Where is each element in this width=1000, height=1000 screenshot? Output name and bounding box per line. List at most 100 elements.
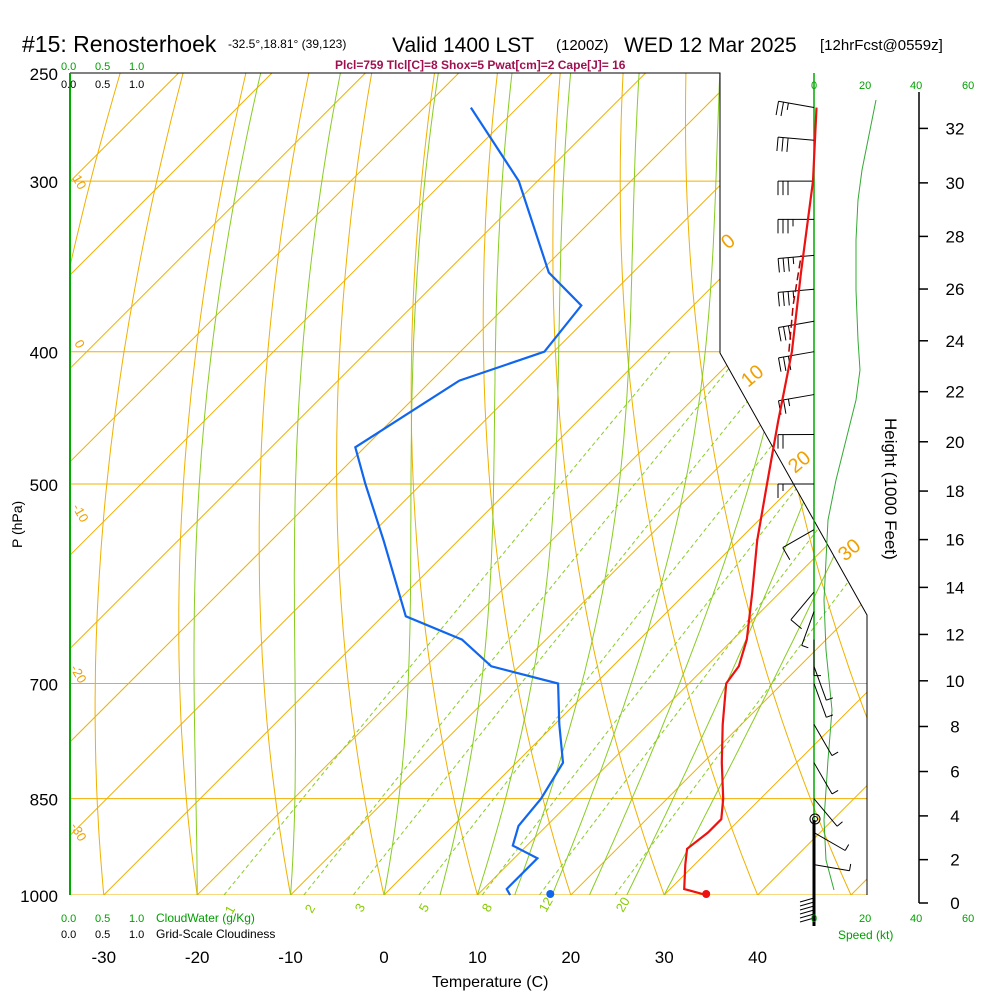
dewpoint-trace [354, 106, 583, 896]
speed-scale-bottom-2: 40 [910, 913, 922, 925]
wind-barb-flag [783, 399, 787, 414]
wind-barb-flag [781, 137, 784, 152]
height-tick-label: 24 [946, 332, 965, 351]
height-tick-label: 20 [946, 433, 965, 452]
moist-adiabat-label: 10 [737, 361, 768, 392]
background-lines [70, 73, 867, 895]
wind-barb-half-flag [831, 751, 839, 757]
wind-barb-flag [783, 326, 787, 341]
speed-scale-top-1: 20 [859, 80, 871, 92]
cloudwater-label: CloudWater (g/Kg) [156, 911, 255, 925]
wind-barb-flag [782, 257, 785, 273]
wind-barb-half-flag [792, 257, 795, 265]
dry-adiabat-label: -10 [69, 501, 91, 525]
wind-barb-half-flag [787, 399, 791, 407]
isotherm-line [477, 73, 867, 895]
dry-adiabat-line [552, 73, 665, 895]
wind-barb-half-flag [849, 863, 852, 871]
speed-scale-top-0: 0 [811, 80, 817, 92]
forecast-info: [12hrFcst@0559z] [820, 37, 943, 54]
moist-adiabat-label: 20 [784, 447, 815, 478]
wind-barb-staff [813, 798, 838, 827]
cloud-scale-bottom-2: 1.0 [129, 913, 144, 925]
temperature-tick-label: -30 [92, 948, 117, 967]
wind-barb-surface [799, 905, 815, 911]
temperature-tick-label: 40 [748, 948, 767, 967]
speed-scale-bottom-1: 20 [859, 913, 871, 925]
moist-adiabat-line [439, 73, 513, 895]
wind-barb-surface [799, 901, 815, 907]
wind-barb-flag [776, 137, 779, 152]
valid-date: WED 12 Mar 2025 [624, 34, 797, 57]
dry-adiabat-line [258, 73, 310, 895]
cloudiness-scale-bottom-0: 0.0 [61, 929, 76, 941]
plot-border [70, 72, 868, 895]
cloud-scale-top-1: 0.5 [95, 61, 110, 73]
temperature-tick-label: -20 [185, 948, 210, 967]
temperature-axis-label: Temperature (C) [432, 974, 548, 991]
moist-adiabat-line [290, 73, 341, 895]
temperature-tick-label: 0 [379, 948, 388, 967]
mixing-ratio-label: 2 [302, 902, 319, 916]
valid-time: Valid 1400 LST [392, 34, 534, 57]
wind-barb-half-flag [792, 290, 795, 299]
mixing-ratio-line [223, 351, 671, 895]
isotherm-line [70, 73, 273, 895]
wind-barb-flag [786, 137, 789, 152]
speed-scale-bottom-0: 0 [811, 913, 817, 925]
wind-barb-flag [778, 357, 782, 372]
mixing-ratio-line [481, 351, 867, 895]
cloudiness-scale-top-0: 0.0 [61, 79, 76, 91]
wind-barb-flag [777, 292, 780, 307]
pressure-tick-label: 300 [30, 173, 58, 192]
wind-barb-staff [778, 320, 815, 328]
surface-temperature-dot [702, 890, 711, 898]
calm-wind-marker-inner [812, 816, 818, 822]
wind-barb-flag [775, 101, 779, 116]
dry-adiabat-line [410, 73, 478, 895]
wind-barb-flag [787, 257, 790, 272]
height-tick-label: 32 [946, 119, 965, 138]
parcel-trace [788, 255, 802, 352]
wind-barb-staff [778, 136, 815, 141]
zulu-time: (1200Z) [556, 37, 609, 54]
mixing-ratio-line [352, 351, 788, 895]
wind-barb-staff [813, 832, 846, 851]
wind-barb-staff [801, 611, 815, 646]
height-tick-label: 4 [950, 807, 959, 826]
isotherm-line [70, 73, 366, 895]
wind-barb-surface [799, 913, 815, 919]
moist-adiabat-line [551, 73, 721, 895]
surface-dewpoint-dot [546, 890, 555, 898]
cloudiness-label: Grid-Scale Cloudiness [156, 927, 275, 941]
cloudiness-scale-bottom-1: 0.5 [95, 929, 110, 941]
isotherm-line [663, 73, 867, 895]
calm-wind-marker [809, 813, 821, 825]
cloud-scale-bottom-0: 0.0 [61, 913, 76, 925]
wind-barb-staff [813, 724, 833, 756]
wind-barb-flag [780, 102, 784, 117]
moist-adiabat-line [663, 73, 867, 895]
wind-barb-flag [787, 291, 790, 306]
wind-barb-staff [813, 864, 850, 872]
pressure-tick-label: 500 [30, 476, 58, 495]
cloud-scale-top-2: 1.0 [129, 61, 144, 73]
height-tick-label: 8 [950, 717, 959, 736]
cloud-speed-profile [823, 99, 877, 891]
moist-adiabat-line [383, 73, 439, 895]
wind-barb-flag [777, 258, 780, 273]
height-tick-label: 0 [950, 894, 959, 913]
sounding-traces [354, 106, 818, 898]
wind-barb-flag [782, 547, 791, 561]
speed-scale-bottom-3: 60 [962, 913, 974, 925]
dry-adiabat-line [178, 73, 247, 895]
moist-adiabat-line [476, 73, 572, 895]
speed-label: Speed (kt) [838, 928, 893, 942]
dry-adiabat-line [482, 73, 572, 895]
wind-barb-half-flag [844, 844, 850, 851]
temperature-trace [683, 107, 818, 897]
wind-barb-half-flag [826, 697, 834, 701]
wind-barb-flag [778, 327, 782, 342]
